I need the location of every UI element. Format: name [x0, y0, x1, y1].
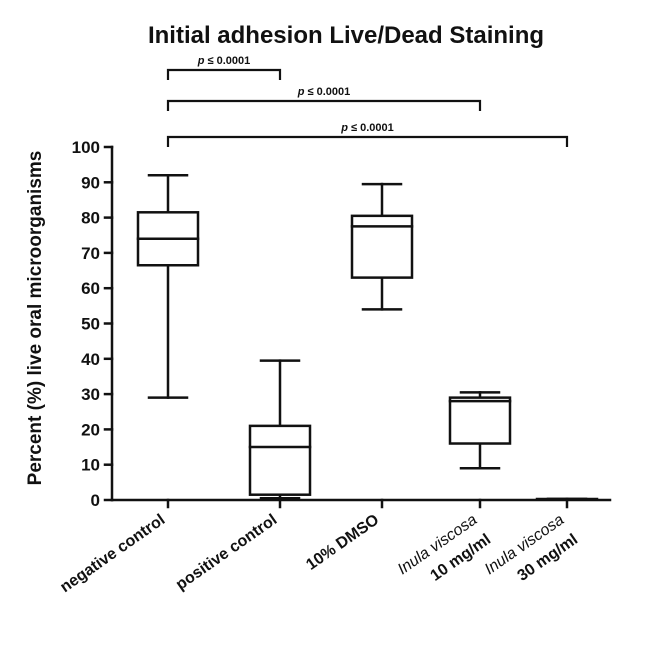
x-category-label: 10% DMSO	[303, 511, 382, 573]
y-tick-label: 70	[81, 244, 100, 263]
y-tick-label: 10	[81, 456, 100, 475]
significance-label: p ≤ 0.0001	[197, 55, 251, 67]
y-tick-label: 60	[81, 279, 100, 298]
y-tick-label: 30	[81, 385, 100, 404]
y-tick-label: 50	[81, 315, 100, 334]
y-tick-label: 20	[81, 420, 100, 439]
x-category-label: positive control	[173, 511, 280, 593]
significance-label: p ≤ 0.0001	[340, 122, 394, 134]
box-iqr	[350, 214, 414, 279]
significance-bracket	[166, 99, 482, 111]
box-iqr	[448, 396, 512, 445]
y-tick-label: 100	[72, 138, 100, 157]
y-tick-label: 40	[81, 350, 100, 369]
y-axis-label: Percent (%) live oral microorganisms	[25, 151, 46, 486]
chart-title: Initial adhesion Live/Dead Staining	[148, 22, 544, 49]
y-tick-label: 90	[81, 173, 100, 192]
x-category-label: Inula viscosa30 mg/ml	[482, 511, 581, 598]
y-tick-label: 0	[91, 491, 100, 510]
significance-bracket	[166, 68, 282, 80]
significance-bracket	[166, 135, 569, 147]
x-category-label: negative control	[57, 511, 168, 596]
x-category-label: Inula viscosa10 mg/ml	[395, 511, 494, 598]
plot-area: 0 10 20 30 40 50 60 70 80 90 100 negative control po…	[57, 55, 612, 598]
box-iqr	[248, 424, 312, 496]
significance-label: p ≤ 0.0001	[297, 86, 351, 98]
y-tick-label: 80	[81, 209, 100, 228]
